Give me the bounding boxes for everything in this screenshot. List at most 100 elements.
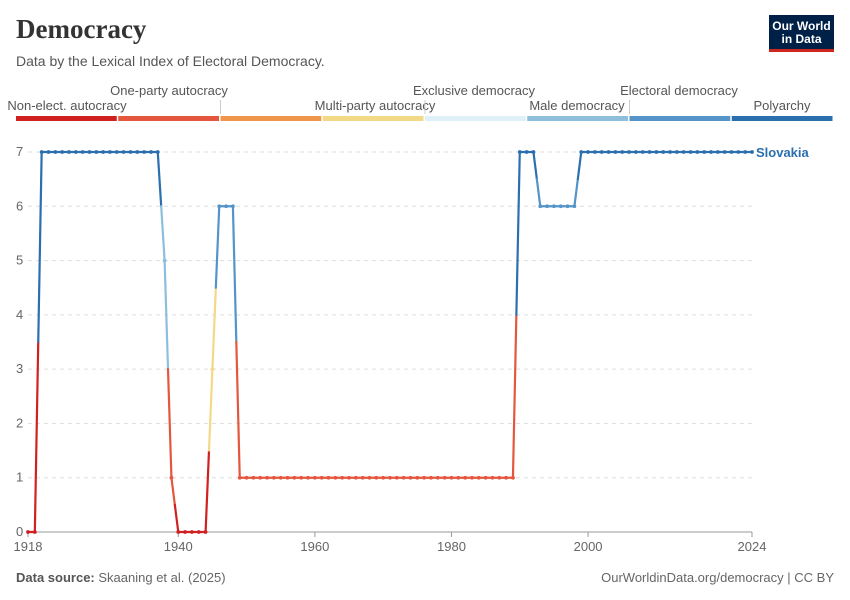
data-point xyxy=(408,475,413,480)
x-tick-label: 1918 xyxy=(14,539,43,554)
data-point xyxy=(545,204,549,209)
data-point xyxy=(39,150,44,154)
data-point xyxy=(46,150,51,154)
series-segment xyxy=(235,340,241,479)
series-segment xyxy=(156,150,163,208)
data-point xyxy=(162,258,167,263)
data-point xyxy=(572,204,577,209)
data-point xyxy=(442,475,447,480)
data-point xyxy=(196,530,201,534)
data-point xyxy=(470,475,474,480)
y-tick-label: 5 xyxy=(16,253,23,268)
data-point xyxy=(135,150,140,154)
data-point xyxy=(538,204,543,209)
data-point xyxy=(271,475,276,480)
legend-swatch xyxy=(629,116,731,121)
series-segment xyxy=(163,259,170,371)
data-point xyxy=(367,475,372,480)
x-tick-label: 1980 xyxy=(437,539,466,554)
y-tick-label: 6 xyxy=(16,198,23,213)
series-segment xyxy=(535,178,542,208)
data-point xyxy=(552,204,556,209)
data-point xyxy=(661,150,666,154)
data-point xyxy=(483,475,488,480)
data-point xyxy=(26,530,30,534)
data-point xyxy=(53,150,58,154)
series-segment xyxy=(511,313,518,479)
x-tick-label: 1960 xyxy=(300,539,329,554)
data-point xyxy=(299,475,304,480)
legend-swatch xyxy=(425,116,526,121)
data-point xyxy=(743,150,748,154)
series-segment xyxy=(33,340,40,534)
data-point xyxy=(524,150,529,154)
data-point xyxy=(333,475,338,480)
data-point xyxy=(203,530,208,534)
data-point xyxy=(729,150,734,154)
data-point xyxy=(244,475,249,480)
data-point xyxy=(251,475,256,480)
y-tick-label: 2 xyxy=(16,415,23,430)
data-point xyxy=(108,150,112,154)
data-point xyxy=(306,475,310,480)
data-point xyxy=(633,150,638,154)
data-point xyxy=(435,475,440,480)
series-segment xyxy=(37,150,43,344)
series-segment xyxy=(204,449,211,534)
data-point xyxy=(463,475,468,480)
data-point xyxy=(278,475,283,480)
data-point xyxy=(319,475,324,480)
data-point xyxy=(258,475,263,480)
legend-swatch xyxy=(16,116,117,121)
data-point xyxy=(702,150,707,154)
logo-line-2: in Data xyxy=(781,32,822,46)
data-point xyxy=(231,204,235,209)
data-point xyxy=(476,475,481,480)
series-segment xyxy=(160,205,166,262)
series-segment xyxy=(214,205,221,289)
legend-swatch xyxy=(527,116,628,121)
legend-label: One-party autocracy xyxy=(110,83,228,98)
data-point xyxy=(722,150,727,154)
data-point xyxy=(565,204,570,209)
data-point xyxy=(388,475,392,480)
data-point xyxy=(312,475,317,480)
data-point xyxy=(292,475,297,480)
x-tick-label: 2000 xyxy=(574,539,603,554)
y-tick-label: 1 xyxy=(16,470,23,485)
series-segment xyxy=(231,205,238,344)
data-point xyxy=(32,530,37,534)
data-point xyxy=(121,150,126,154)
data-point xyxy=(688,150,693,154)
data-point xyxy=(422,475,427,480)
data-point xyxy=(681,150,686,154)
data-point xyxy=(183,530,187,534)
y-tick-label: 0 xyxy=(16,524,23,539)
data-point xyxy=(620,150,625,154)
footer-link[interactable]: OurWorldinData.org/democracy | CC BY xyxy=(601,570,834,585)
data-point xyxy=(456,475,461,480)
data-point xyxy=(750,150,754,154)
data-point xyxy=(674,150,679,154)
series-segment xyxy=(166,368,173,479)
data-point xyxy=(490,475,495,480)
data-point xyxy=(449,475,454,480)
data-point xyxy=(87,150,92,154)
legend-swatch xyxy=(118,116,219,121)
data-point xyxy=(381,475,386,480)
legend-label: Multi-party autocracy xyxy=(315,98,436,113)
series-segment xyxy=(573,178,579,208)
data-point xyxy=(217,204,222,209)
data-source-text: Skaaning et al. (2025) xyxy=(98,570,226,585)
data-point xyxy=(353,475,358,480)
data-point xyxy=(640,150,645,154)
chart-subtitle: Data by the Lexical Index of Electoral D… xyxy=(16,53,325,69)
data-point xyxy=(511,475,515,480)
y-tick-label: 7 xyxy=(16,144,23,159)
series-segment xyxy=(532,150,538,181)
series-segment xyxy=(211,286,217,371)
owid-logo[interactable]: Our World in Data xyxy=(769,15,834,52)
data-point xyxy=(517,150,522,154)
data-point xyxy=(60,150,65,154)
